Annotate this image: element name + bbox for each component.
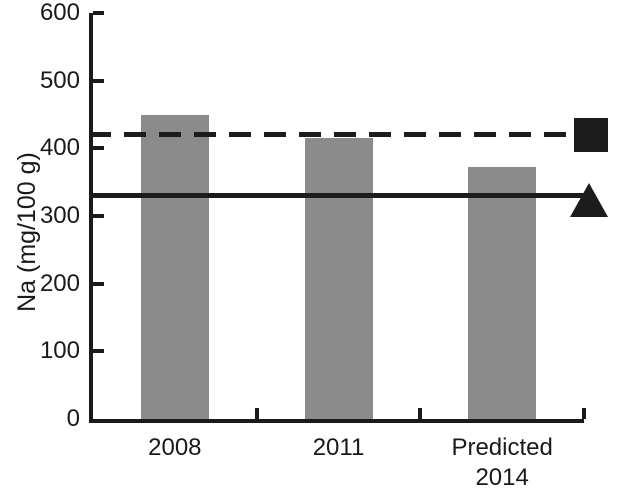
square-marker	[574, 117, 608, 152]
x-axis-tick	[254, 408, 259, 419]
y-tick-label: 600	[39, 0, 80, 26]
solid-reference-line	[89, 193, 586, 199]
y-axis-tick	[93, 214, 104, 218]
x-axis-label: 2008	[148, 434, 202, 461]
y-tick-label: 0	[66, 405, 80, 432]
triangle-marker	[570, 182, 608, 217]
y-tick-label: 200	[39, 269, 80, 297]
x-axis-label: 2011	[312, 434, 365, 461]
x-axis-tick	[582, 408, 586, 419]
y-axis-tick	[93, 11, 104, 15]
bar-2008	[140, 114, 209, 419]
y-axis-tick	[93, 78, 104, 83]
y-tick-label: 100	[39, 337, 80, 365]
y-axis-tick	[93, 146, 104, 151]
y-tick-label: 300	[39, 202, 80, 229]
y-axis-tick	[93, 281, 104, 286]
y-tick-label: 500	[39, 66, 80, 94]
bar-predicted-2014	[468, 167, 537, 419]
y-tick-label: 400	[39, 134, 80, 162]
bar-2011	[304, 138, 373, 419]
y-axis-tick	[93, 349, 104, 354]
x-axis-tick	[418, 408, 423, 419]
plot-area	[89, 13, 584, 423]
x-axis-label: Predicted 2014	[451, 434, 553, 491]
dashed-reference-line	[89, 132, 575, 138]
